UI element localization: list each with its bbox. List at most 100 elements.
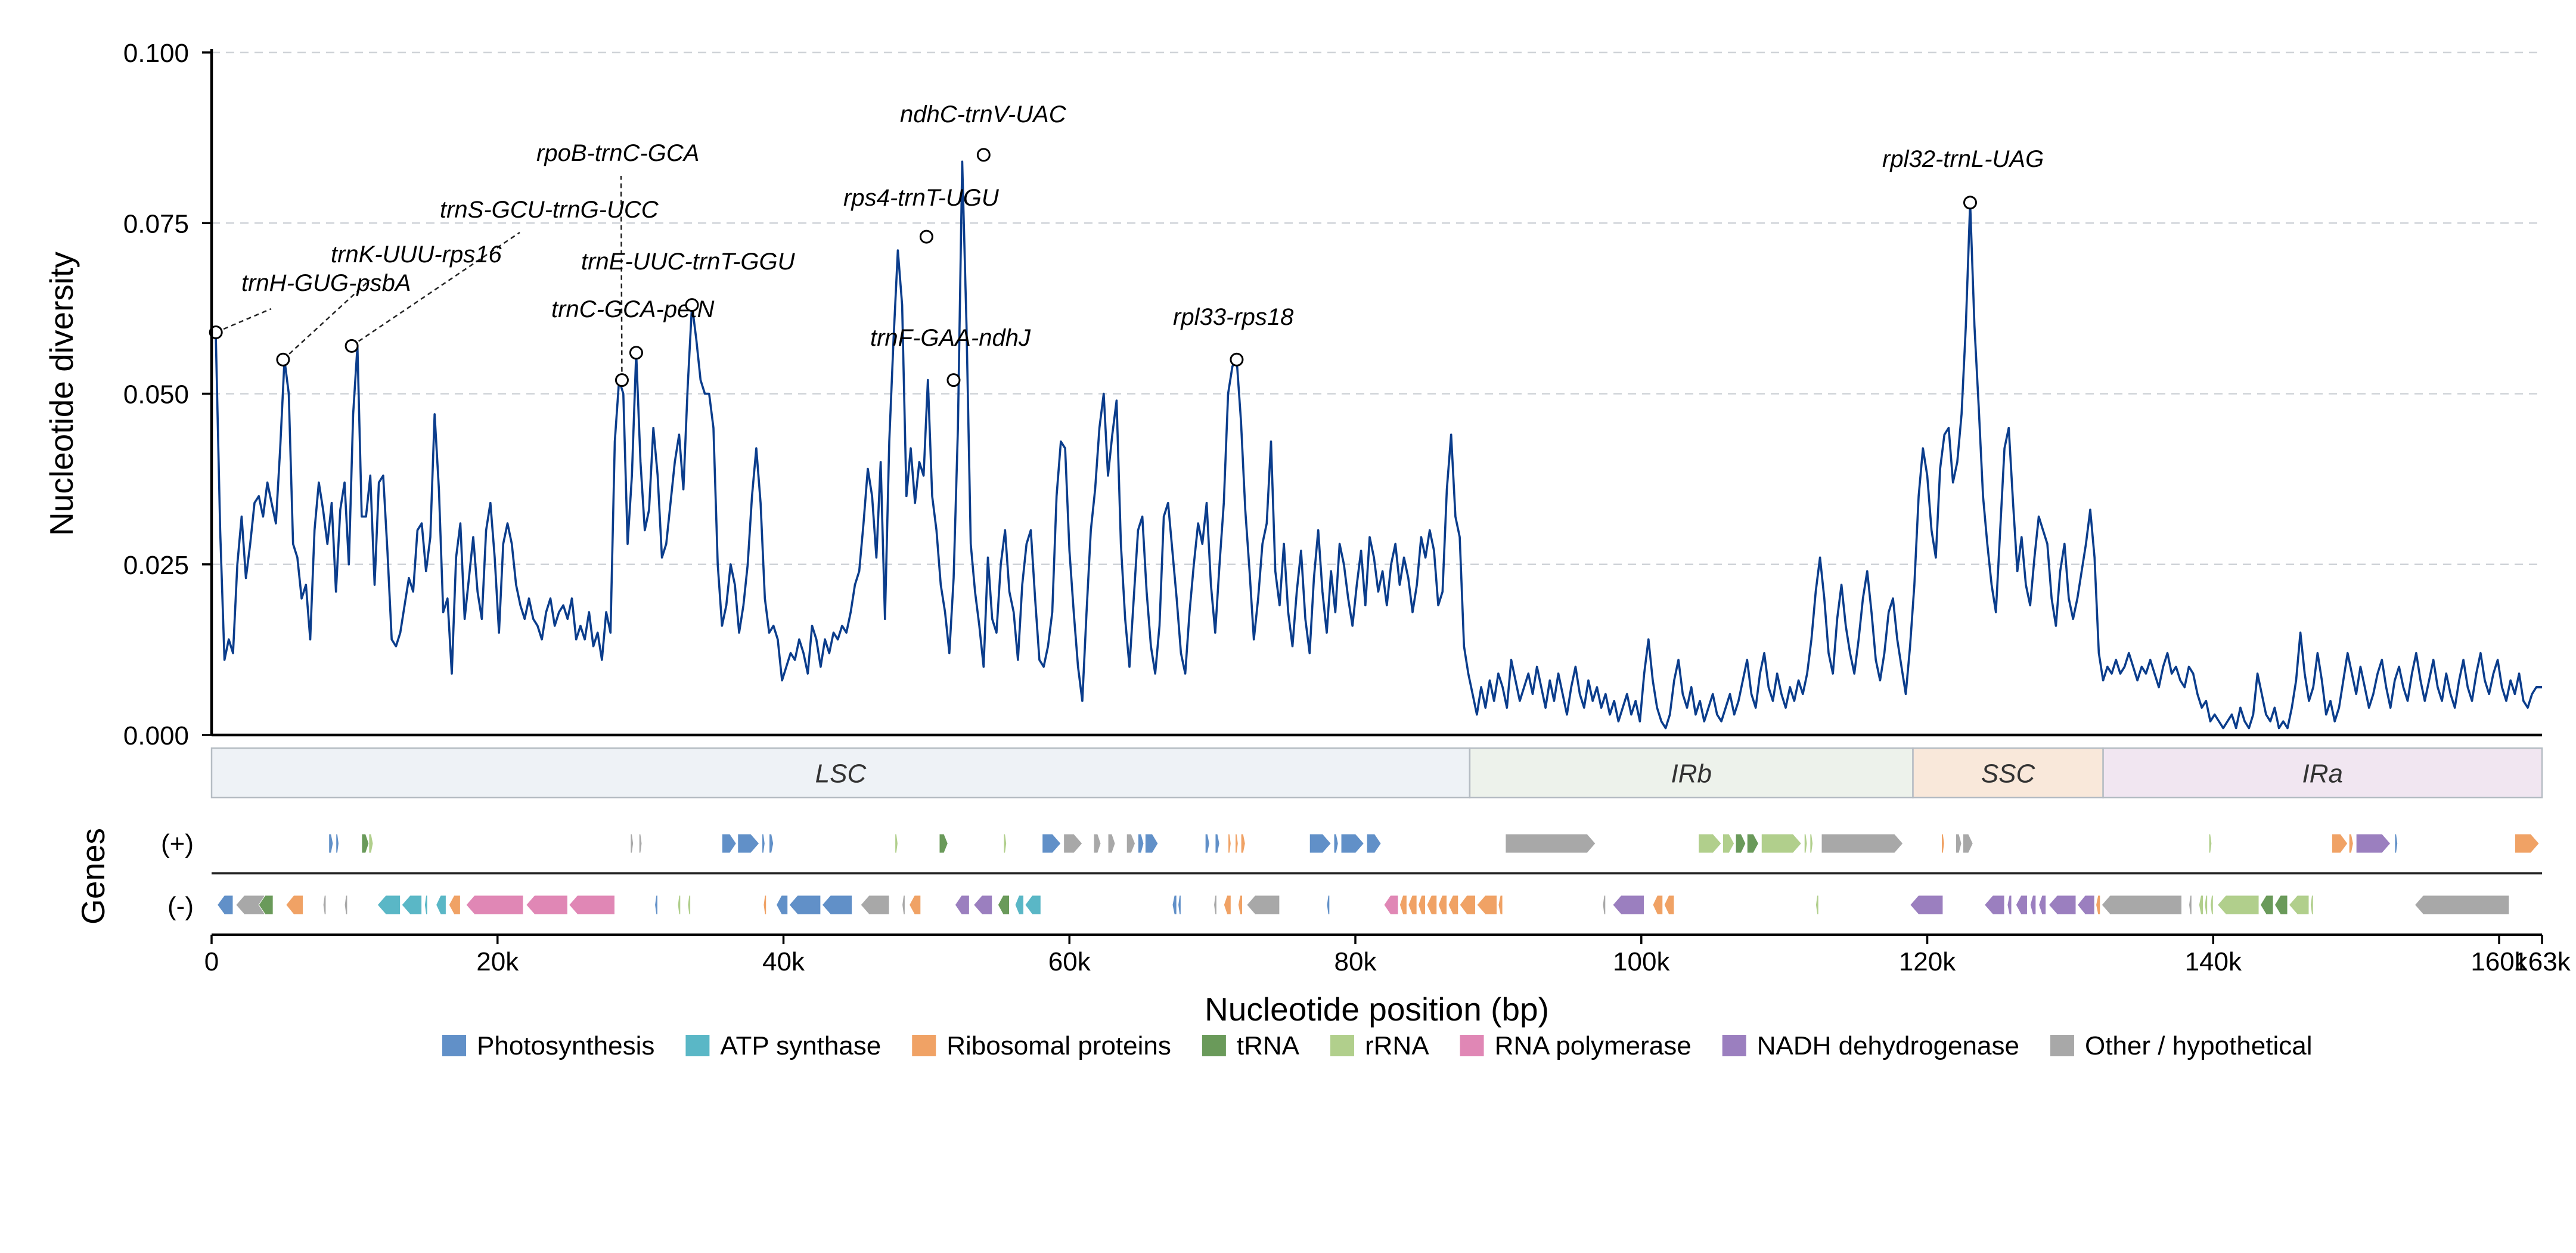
gene-arrow [654, 895, 658, 915]
gene-arrow [1223, 895, 1231, 915]
gene-arrow [1126, 833, 1136, 854]
gene-arrow [1240, 833, 1246, 854]
x-tick-label: 40k [762, 947, 805, 976]
peak-label: rpl32-trnL-UAG [1882, 146, 2044, 172]
legend-label: ATP synthase [720, 1031, 881, 1060]
x-tick-label: 60k [1048, 947, 1091, 976]
gene-arrow [1340, 833, 1365, 854]
gene-arrow [821, 895, 853, 915]
gene-arrow [2217, 895, 2260, 915]
peak-marker [946, 373, 961, 387]
gene-arrow [2007, 895, 2012, 915]
x-axis-label: Nucleotide position (bp) [1205, 991, 1549, 1028]
gene-arrow [569, 895, 615, 915]
gene-arrow [2048, 895, 2077, 915]
region-band [2102, 747, 2543, 799]
gene-arrow [216, 895, 234, 915]
gene-arrow [1063, 833, 1083, 854]
gene-arrow [1408, 895, 1417, 915]
gene-arrow [2188, 895, 2192, 915]
gene-arrow [361, 833, 370, 854]
gene-arrow [2096, 895, 2101, 915]
gene-arrow [1498, 895, 1503, 915]
peak-label: trnK-UUU-rps16 [331, 241, 502, 268]
gene-arrow [1237, 895, 1243, 915]
peak-label: rpl33-rps18 [1173, 304, 1294, 330]
y-tick-label: 0.100 [123, 39, 189, 68]
gene-arrow [1326, 895, 1330, 915]
peak-marker [685, 298, 699, 312]
gene-arrow [1093, 833, 1101, 854]
gene-arrow [737, 833, 760, 854]
gene-arrow [2209, 895, 2214, 915]
gene-arrow [2038, 895, 2047, 915]
peak-marker [276, 352, 290, 367]
plus-strand-label: (+) [161, 829, 194, 858]
gene-arrow [2514, 833, 2540, 854]
gene-arrow [1014, 895, 1024, 915]
x-tick-label: 0 [204, 947, 219, 976]
region-band [1912, 747, 2104, 799]
legend-swatch [1460, 1035, 1484, 1056]
peak-label: trnS-GCU-trnG-UCC [440, 197, 659, 223]
gene-arrow [2077, 895, 2095, 915]
peak-callout-lines [215, 175, 623, 380]
x-tick-label: 20k [476, 947, 519, 976]
gene-arrow [344, 895, 348, 915]
gene-arrow [1804, 833, 1808, 854]
y-tick-label: 0.050 [123, 380, 189, 410]
legend-label: Ribosomal proteins [946, 1031, 1171, 1060]
y-tick-label: 0.000 [123, 721, 189, 750]
gene-arrow [285, 895, 304, 915]
gene-arrow [2198, 895, 2203, 915]
gene-arrow [1137, 833, 1144, 854]
gene-arrow [902, 895, 905, 915]
gene-arrow [1652, 895, 1663, 915]
gene-arrow [424, 895, 428, 915]
gene-arrow [1107, 833, 1116, 854]
legend-swatch [1722, 1035, 1746, 1056]
gene-arrow [2260, 895, 2274, 915]
peak-marker [1963, 196, 1977, 210]
genes-track-label: Genes [75, 828, 111, 925]
legend-swatch [685, 1035, 710, 1056]
peak-callout-line [215, 308, 272, 333]
legend-swatch [1202, 1035, 1226, 1056]
gene-arrow [2274, 895, 2288, 915]
gene-arrow [1333, 833, 1339, 854]
x-tick-label: 163k [2513, 947, 2571, 976]
legend: Photosynthesis ATP synthase Ribosomal prot… [442, 1031, 2313, 1060]
gene-arrow [1815, 895, 1819, 915]
y-axis-ticks: 0.000 0.025 0.050 0.075 0.100 [123, 39, 212, 750]
gene-arrow [769, 833, 774, 854]
gene-arrow [448, 895, 461, 915]
gene-arrow [1172, 895, 1177, 915]
gene-arrow [2101, 895, 2183, 915]
legend-label: Photosynthesis [477, 1031, 654, 1060]
peak-label: ndhC-trnV-UAC [900, 101, 1067, 128]
gene-arrow [775, 895, 789, 915]
gene-arrow [1910, 895, 1944, 915]
legend-swatch [2050, 1035, 2074, 1056]
gene-arrow [638, 833, 643, 854]
legend-label: RNA polymerase [1495, 1031, 1692, 1060]
gene-arrow [1215, 833, 1220, 854]
gene-arrow [1810, 833, 1814, 854]
gene-arrow [1205, 833, 1210, 854]
gene-arrow [954, 895, 970, 915]
gene-arrow [763, 895, 767, 915]
gene-arrow [1228, 833, 1231, 854]
peak-marker [1230, 352, 1244, 367]
gene-arrow [336, 833, 339, 854]
gene-arrow [2204, 895, 2208, 915]
legend-swatch [912, 1035, 936, 1056]
horizontal-gridlines [212, 51, 2542, 565]
gene-arrow [895, 833, 898, 854]
gene-arrow [860, 895, 890, 915]
gene-arrow [2208, 833, 2212, 854]
gene-arrow [1735, 833, 1746, 854]
gene-arrow [322, 895, 327, 915]
gene-arrow [1399, 895, 1407, 915]
gene-arrow [436, 895, 446, 915]
